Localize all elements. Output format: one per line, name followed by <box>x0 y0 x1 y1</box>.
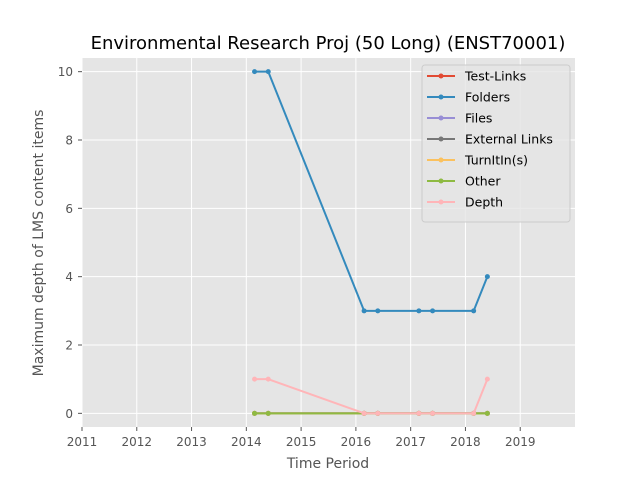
data-point <box>416 308 422 314</box>
series-folders <box>252 69 490 314</box>
data-point <box>471 410 477 416</box>
legend-item-other: Other <box>427 174 501 189</box>
y-tick-label: 2 <box>65 339 73 353</box>
data-point <box>484 274 490 280</box>
chart-title: Environmental Research Proj (50 Long) (E… <box>91 33 566 54</box>
legend-item-turnitin-s: TurnItIn(s) <box>427 153 528 168</box>
data-point <box>361 410 367 416</box>
x-axis-ticks: 2011 2012 2013 2014 2015 2016 2017 2018 2019 <box>67 427 536 449</box>
data-point <box>471 308 477 314</box>
legend-label: Test-Links <box>464 69 526 84</box>
x-tick-label: 2013 <box>176 435 207 449</box>
legend: Test-Links Folders Files External Links Turn… <box>421 64 571 223</box>
data-point <box>265 69 271 75</box>
legend-swatch-marker <box>438 115 444 121</box>
data-point <box>484 376 490 382</box>
series-line <box>254 378 489 415</box>
data-point <box>484 410 490 416</box>
legend-item-depth: Depth <box>427 195 503 210</box>
data-point <box>430 308 436 314</box>
legend-box <box>421 64 571 223</box>
data-point <box>361 308 367 314</box>
x-tick-label: 2018 <box>450 435 481 449</box>
y-tick-label: 0 <box>65 407 73 421</box>
data-point <box>265 410 271 416</box>
series-layer <box>252 69 490 416</box>
x-tick-label: 2012 <box>122 435 153 449</box>
x-tick-label: 2019 <box>505 435 536 449</box>
y-axis-ticks: 0 2 4 6 8 10 <box>58 65 82 421</box>
series-depth <box>252 376 490 416</box>
legend-item-folders: Folders <box>427 90 510 105</box>
legend-item-test-links: Test-Links <box>427 69 526 84</box>
legend-label: Other <box>465 174 501 189</box>
legend-label: External Links <box>465 132 553 147</box>
legend-item-external-links: External Links <box>427 132 553 147</box>
legend-swatch-marker <box>438 136 444 142</box>
data-point <box>252 69 258 75</box>
data-point <box>375 410 381 416</box>
legend-swatch-marker <box>438 178 444 184</box>
data-point <box>265 376 271 382</box>
y-tick-label: 10 <box>58 65 73 79</box>
x-tick-label: 2011 <box>67 435 98 449</box>
x-tick-label: 2015 <box>286 435 317 449</box>
x-tick-label: 2014 <box>231 435 262 449</box>
legend-label: Files <box>465 111 492 126</box>
legend-label: Depth <box>465 195 503 210</box>
data-point <box>252 410 258 416</box>
x-axis-label: Time Period <box>286 456 369 472</box>
data-point <box>252 376 258 382</box>
x-tick-label: 2016 <box>341 435 372 449</box>
series-line <box>254 70 489 312</box>
y-tick-label: 4 <box>65 270 73 284</box>
legend-swatch-marker <box>438 157 444 163</box>
legend-item-files: Files <box>427 111 492 126</box>
legend-swatch-marker <box>438 73 444 79</box>
data-point <box>416 410 422 416</box>
y-tick-label: 6 <box>65 202 73 216</box>
y-axis-label: Maximum depth of LMS content items <box>31 110 47 377</box>
y-tick-label: 8 <box>65 134 73 148</box>
legend-swatch-marker <box>438 199 444 205</box>
legend-label: TurnItIn(s) <box>464 153 528 168</box>
data-point <box>375 308 381 314</box>
grid <box>81 58 575 427</box>
data-point <box>430 410 436 416</box>
x-tick-label: 2017 <box>395 435 426 449</box>
legend-swatch-marker <box>438 94 444 100</box>
legend-label: Folders <box>465 90 510 105</box>
